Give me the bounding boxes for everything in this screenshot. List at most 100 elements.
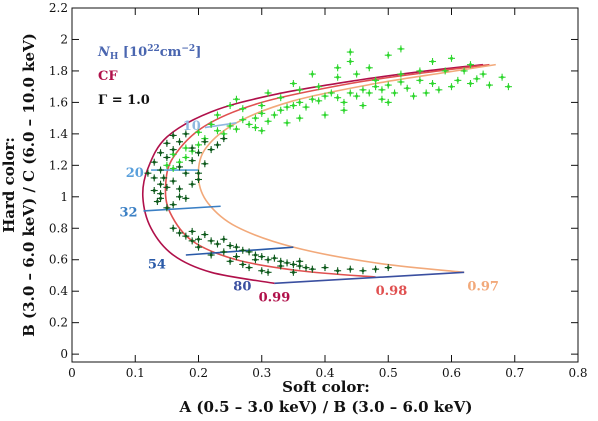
data-point xyxy=(391,89,399,97)
y-tick-label: 0.8 xyxy=(49,221,68,235)
data-point xyxy=(163,161,171,169)
data-point xyxy=(479,70,487,78)
data-point xyxy=(201,231,209,239)
x-tick-label: 0.8 xyxy=(568,366,587,380)
data-point xyxy=(195,141,202,149)
data-point xyxy=(504,83,512,91)
data-points xyxy=(144,45,512,276)
data-point xyxy=(239,116,247,124)
data-point xyxy=(176,229,184,237)
data-point xyxy=(239,105,247,113)
data-point xyxy=(157,149,165,157)
x-axis-title-line2: A (0.5 – 3.0 keV) / B (3.0 – 6.0 keV) xyxy=(179,398,473,416)
data-point xyxy=(321,92,329,100)
x-tick-label: 0.2 xyxy=(189,366,208,380)
data-point xyxy=(296,114,304,122)
legend-gamma: Γ = 1.0 xyxy=(98,93,150,108)
data-point xyxy=(264,256,272,264)
data-point xyxy=(258,267,266,275)
y-tick-label: 1.2 xyxy=(49,158,68,172)
plot-border xyxy=(71,7,579,363)
data-point xyxy=(359,102,367,110)
data-point xyxy=(296,257,304,265)
data-point xyxy=(245,264,253,272)
data-point xyxy=(195,243,202,251)
data-point xyxy=(334,267,342,275)
data-point xyxy=(251,124,259,132)
data-point xyxy=(182,153,190,161)
y-axis-title-line2: B (3.0 – 6.0 keV) / C (6.0 – 10.0 keV) xyxy=(20,33,38,337)
data-point xyxy=(384,264,392,272)
data-point xyxy=(308,95,316,103)
data-point xyxy=(213,141,221,149)
x-axis-title-line1: Soft color: xyxy=(282,378,370,396)
data-point xyxy=(195,149,202,157)
data-point xyxy=(169,131,177,139)
y-tick-label: 2.2 xyxy=(49,1,68,15)
cf-curve-0.99 xyxy=(141,63,484,285)
data-point xyxy=(378,86,386,94)
data-point xyxy=(448,54,455,62)
data-point xyxy=(315,97,323,105)
y-tick-label: 0 xyxy=(60,347,68,361)
data-point xyxy=(213,127,221,135)
data-point xyxy=(251,114,259,122)
data-point xyxy=(277,262,285,270)
data-point xyxy=(429,80,437,88)
data-point xyxy=(378,95,386,103)
data-point xyxy=(188,237,196,245)
data-point xyxy=(182,169,190,177)
data-point xyxy=(384,51,392,59)
data-point xyxy=(460,67,468,75)
data-point xyxy=(245,248,253,256)
data-point xyxy=(448,83,455,91)
data-point xyxy=(308,265,316,273)
data-point xyxy=(153,198,161,206)
data-point xyxy=(429,57,437,65)
cf-label-0.97: 0.97 xyxy=(467,279,499,294)
data-point xyxy=(302,103,310,111)
y-tick-label: 0.4 xyxy=(49,284,68,298)
data-point xyxy=(346,265,354,273)
data-point xyxy=(270,111,278,119)
data-point xyxy=(258,109,266,117)
y-tick-label: 0.2 xyxy=(49,316,68,330)
nh-label-20: 20 xyxy=(126,166,144,181)
x-tick-label: 0.6 xyxy=(442,366,461,380)
x-tick-label: 0.4 xyxy=(315,366,334,380)
x-tick-label: 0 xyxy=(68,366,76,380)
data-point xyxy=(334,73,342,81)
data-point xyxy=(251,251,259,259)
data-point xyxy=(163,139,171,147)
cf-label-0.99: 0.99 xyxy=(259,290,291,305)
data-point xyxy=(277,106,285,114)
data-point xyxy=(454,76,462,84)
data-point xyxy=(176,193,184,201)
data-point xyxy=(176,185,184,193)
data-point xyxy=(239,260,247,268)
data-point xyxy=(372,76,380,84)
data-point xyxy=(340,98,348,106)
annotation-labels: 0.99 0.98 0.97 10 20 32 54 80 xyxy=(119,119,499,305)
data-point xyxy=(169,224,177,232)
data-point xyxy=(289,268,297,276)
data-point xyxy=(182,130,190,138)
data-point xyxy=(232,95,240,103)
data-point xyxy=(220,248,228,256)
data-point xyxy=(346,89,354,97)
data-point xyxy=(163,183,171,191)
data-point xyxy=(188,227,196,235)
data-point xyxy=(315,83,323,91)
nh-label-54: 54 xyxy=(148,257,166,272)
data-point xyxy=(226,122,234,130)
data-point xyxy=(473,75,481,83)
data-point xyxy=(397,78,405,86)
data-point xyxy=(359,86,367,94)
data-point xyxy=(334,64,342,72)
data-point xyxy=(213,111,221,119)
data-point xyxy=(195,175,202,183)
data-point xyxy=(176,138,184,146)
data-point xyxy=(207,120,215,128)
data-point xyxy=(195,235,202,243)
nh-label-10: 10 xyxy=(183,119,201,134)
